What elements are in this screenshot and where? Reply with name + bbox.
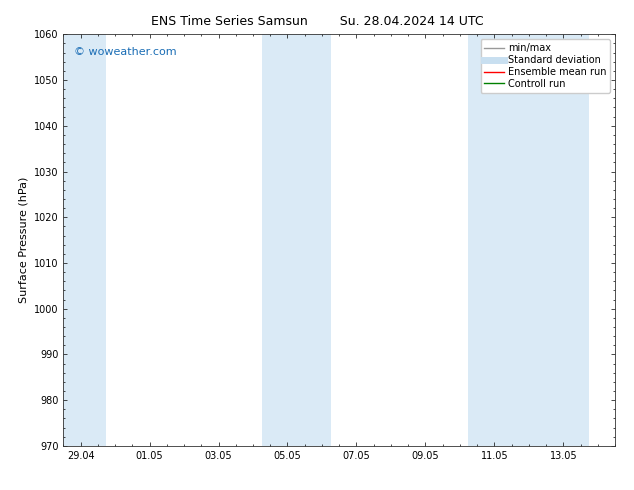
Bar — [63, 34, 107, 446]
Bar — [262, 34, 330, 446]
Text: © woweather.com: © woweather.com — [74, 47, 177, 57]
Legend: min/max, Standard deviation, Ensemble mean run, Controll run: min/max, Standard deviation, Ensemble me… — [481, 39, 610, 93]
Text: ENS Time Series Samsun        Su. 28.04.2024 14 UTC: ENS Time Series Samsun Su. 28.04.2024 14… — [151, 15, 483, 28]
Bar — [469, 34, 589, 446]
Y-axis label: Surface Pressure (hPa): Surface Pressure (hPa) — [18, 177, 29, 303]
